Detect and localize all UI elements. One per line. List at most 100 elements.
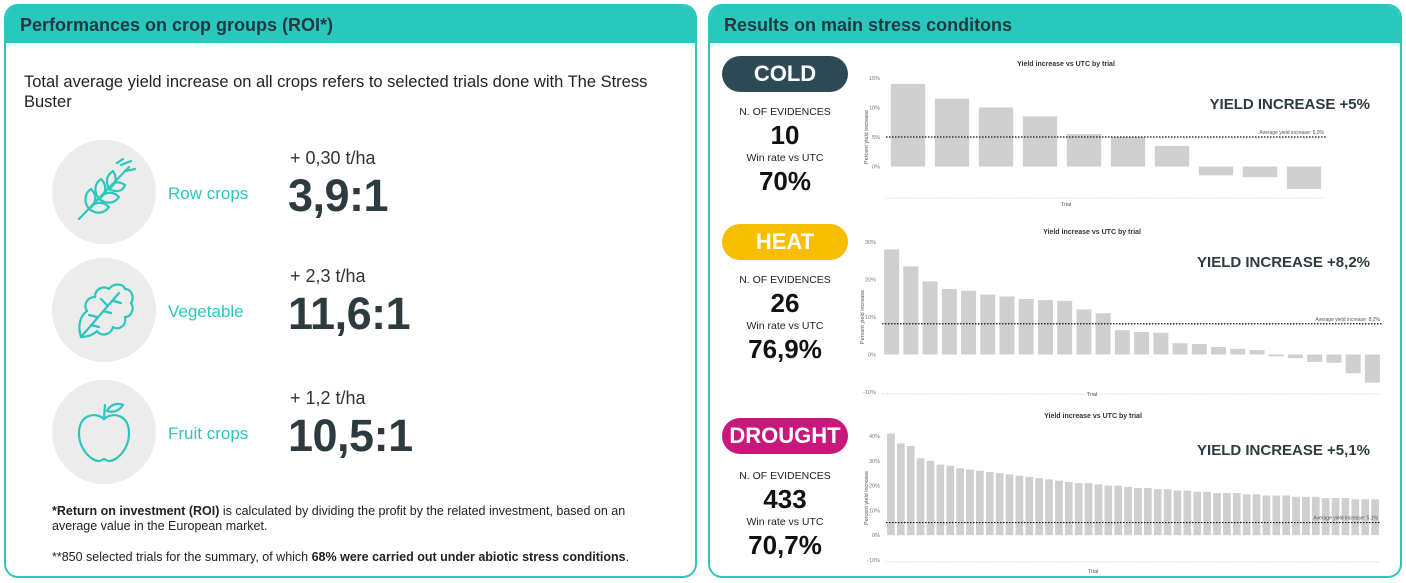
bar (1154, 145, 1190, 167)
bar (966, 469, 974, 536)
cold-block: COLD N. OF EVIDENCES 10 Win rate vs UTC … (710, 56, 1400, 216)
trials-footnote: **850 selected trials for the summary, o… (52, 550, 672, 565)
cold-yield-increase: YIELD INCREASE +5% (1209, 96, 1370, 113)
bar (1143, 488, 1152, 536)
y-tick-label: 10% (865, 315, 876, 321)
bar (1252, 494, 1261, 536)
roi-footnote-text: is calculated by dividing the profit by … (52, 504, 626, 533)
winrate-value: 76,9% (748, 334, 822, 364)
trials-footnote-end: . (625, 550, 630, 564)
bar (1193, 491, 1202, 536)
bar (1134, 332, 1150, 355)
y-tick-label: 5% (872, 135, 880, 141)
cold-pill: COLD (722, 56, 848, 92)
bar (934, 98, 970, 167)
bar (926, 460, 935, 536)
evidences-label: N. OF EVIDENCES (739, 274, 831, 286)
bar (1057, 300, 1073, 355)
bar (1364, 354, 1380, 383)
bar (1172, 343, 1188, 355)
bar (906, 445, 915, 536)
average-label: Average yield increase: 5,1% (1313, 516, 1378, 522)
bar (1022, 116, 1058, 167)
x-axis-label: Trial (1088, 569, 1099, 575)
bar (1124, 486, 1132, 536)
bar (1037, 300, 1053, 355)
crop-row-fruit-crops: Fruit crops + 1,2 t/ha 10,5:1 (52, 380, 672, 490)
bar (1307, 354, 1323, 362)
bar (980, 294, 996, 355)
bar (1005, 474, 1014, 536)
wheat-icon (52, 140, 156, 244)
crop-label: Vegetable (168, 302, 244, 321)
bar (1351, 499, 1360, 536)
bar (1183, 490, 1192, 536)
bar (1018, 299, 1034, 355)
bar (887, 433, 895, 536)
bar (1287, 354, 1303, 359)
bar (1302, 496, 1310, 536)
crop-row-vegetable: Vegetable + 2,3 t/ha 11,6:1 (52, 258, 672, 368)
bar (1035, 478, 1043, 536)
bar (1242, 166, 1278, 178)
bar (916, 458, 925, 536)
crop-increase: + 2,3 t/ha (290, 266, 366, 286)
bar (1095, 313, 1111, 355)
bar (1064, 481, 1073, 536)
bar (1230, 348, 1246, 355)
bar (1134, 488, 1142, 536)
stress-results-panel: Results on main stress conditons COLD N.… (708, 4, 1402, 578)
y-tick-label: 40% (869, 434, 880, 440)
bar (1114, 485, 1123, 536)
heat-block: HEAT N. OF EVIDENCES 26 Win rate vs UTC … (710, 224, 1400, 400)
crop-increase: + 1,2 t/ha (290, 388, 366, 408)
bar (1066, 134, 1102, 167)
average-label: Average yield increase: 8,2% (1315, 317, 1380, 323)
bar (1321, 498, 1330, 536)
bar (1268, 354, 1284, 357)
bar (1163, 489, 1172, 536)
drought-pill: DROUGHT (722, 418, 848, 454)
trials-footnote-bold: 68% were carried out under abiotic stres… (311, 550, 626, 564)
y-tick-label: -10% (867, 558, 880, 564)
y-axis-label: Percent yield increase (860, 290, 866, 344)
bar (1173, 490, 1182, 536)
bar (1110, 137, 1146, 167)
bar (1045, 479, 1053, 536)
bar (1282, 495, 1290, 536)
winrate-label: Win rate vs UTC (746, 320, 824, 332)
y-axis-label: Percent yield increase (864, 110, 870, 164)
bar (1203, 491, 1211, 536)
roi-footnote: *Return on investment (ROI) is calculate… (52, 504, 672, 534)
y-tick-label: 30% (865, 240, 876, 246)
crop-row-row-crops: Row crops + 0,30 t/ha 3,9:1 (52, 140, 672, 250)
crop-label: Row crops (168, 184, 249, 203)
heat-chart: Yield increase vs UTC by trial 30% 20% 10% 0… (860, 229, 1382, 398)
y-tick-label: 10% (869, 106, 880, 112)
crop-label: Fruit crops (168, 424, 249, 443)
bar (961, 290, 977, 355)
x-axis-label: Trial (1061, 202, 1072, 208)
heat-pill: HEAT (722, 224, 848, 260)
evidences-value: 10 (770, 120, 800, 150)
bar (1242, 494, 1251, 536)
bar (1292, 496, 1300, 536)
bar (1341, 498, 1350, 536)
y-tick-label: 30% (869, 459, 880, 465)
cold-chart: Yield increase vs UTC by trial 15% 10% 5% 0%… (864, 61, 1326, 208)
y-tick-label: 10% (869, 508, 880, 514)
bar (1223, 493, 1231, 536)
crop-groups-panel: Performances on crop groups (ROI*) Total… (4, 4, 697, 578)
bar (1198, 166, 1234, 176)
bar (922, 281, 938, 355)
bar (1361, 499, 1370, 536)
y-tick-label: 15% (869, 76, 880, 82)
chart-title: Yield increase vs UTC by trial (1043, 229, 1141, 236)
winrate-label: Win rate vs UTC (746, 152, 824, 164)
chart-title: Yield increase vs UTC by trial (1044, 413, 1142, 420)
winrate-value: 70,7% (748, 530, 822, 560)
bar (1153, 489, 1162, 536)
bar (985, 471, 994, 536)
bar (1331, 498, 1340, 536)
bar (1213, 493, 1221, 536)
